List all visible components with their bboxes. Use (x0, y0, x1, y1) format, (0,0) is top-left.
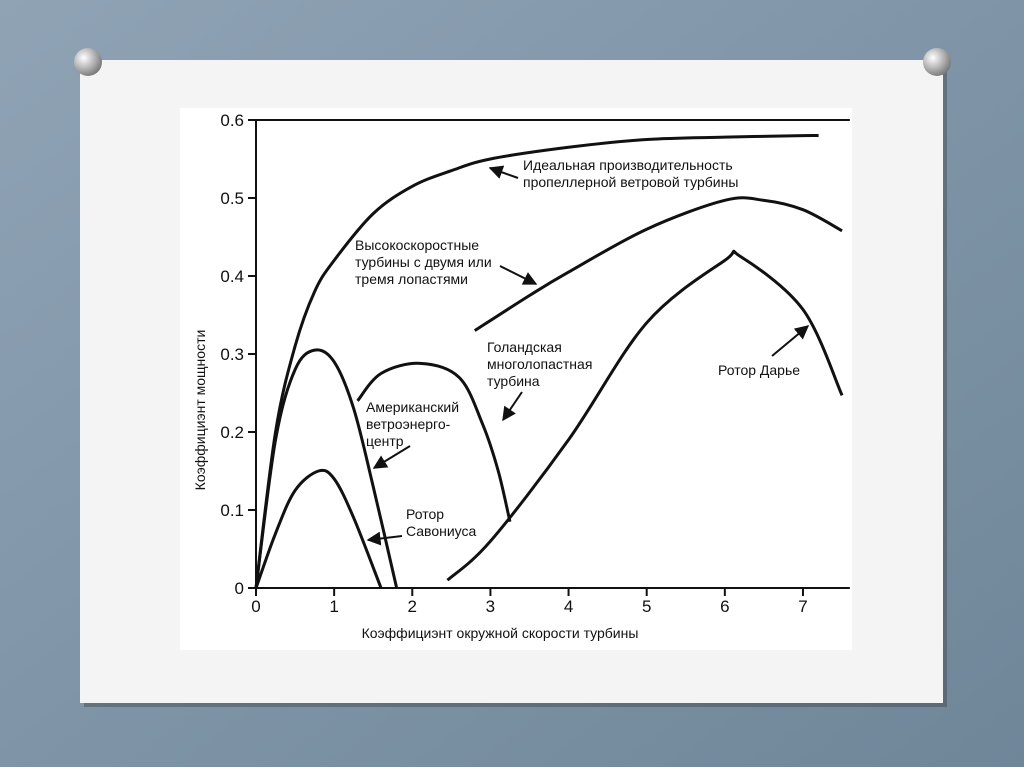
pin (923, 48, 951, 76)
curve (254, 133, 819, 589)
x-tick-label: 2 (408, 597, 417, 616)
annotation: Идеальная производительность (523, 157, 733, 173)
annotation: многолопастная (487, 356, 592, 372)
annotation-arrow (372, 445, 411, 469)
y-tick-label: 0.5 (220, 189, 244, 208)
y-tick-label: 0.6 (220, 111, 244, 130)
curve (254, 348, 399, 589)
y-axis-label: Коэффициэнт мощности (192, 330, 208, 491)
curve (473, 196, 843, 332)
x-tick-label: 1 (329, 597, 338, 616)
annotation: пропеллерной ветровой турбины (523, 174, 738, 190)
y-tick-label: 0.3 (220, 345, 244, 364)
annotation: турбины с двумя или (355, 254, 492, 270)
annotation: Высокоскоростные (355, 237, 479, 253)
x-tick-label: 5 (642, 597, 651, 616)
annotation-arrow (771, 325, 810, 357)
y-tick-label: 0.4 (220, 267, 244, 286)
annotation: Голандская (487, 339, 562, 355)
annotation: Савониуса (406, 523, 477, 539)
curve (356, 361, 512, 523)
annotation: Ротор Дарье (718, 362, 800, 378)
annotation-arrow (366, 531, 403, 546)
chart: Коэффициэнт окружной скорости турбины Ко… (192, 111, 850, 641)
annotation-arrow (502, 391, 523, 422)
x-tick-label: 0 (251, 597, 260, 616)
annotation: центр (366, 433, 404, 449)
annotation: тремя лопастями (355, 271, 468, 287)
x-axis-label: Коэффициэнт окружной скорости турбины (362, 625, 639, 641)
annotation-arrow (499, 265, 538, 285)
y-tick-label: 0.1 (220, 501, 244, 520)
x-tick-label: 4 (564, 597, 573, 616)
annotation: ветроэнерго- (366, 416, 451, 432)
y-tick-label: 0.2 (220, 423, 244, 442)
annotation: Американский (366, 399, 459, 415)
x-tick-label: 3 (486, 597, 495, 616)
y-tick-label: 0 (235, 579, 244, 598)
curve (254, 468, 383, 589)
pin (74, 48, 102, 76)
annotation: турбина (487, 373, 540, 389)
annotation: Ротор (406, 506, 444, 522)
annotation-arrow (488, 165, 519, 179)
x-tick-label: 7 (798, 597, 807, 616)
x-tick-label: 6 (720, 597, 729, 616)
